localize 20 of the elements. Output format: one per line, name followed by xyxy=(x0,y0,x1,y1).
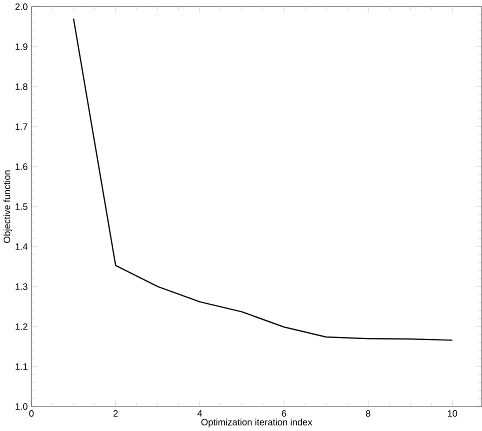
y-tick-label: 1.4 xyxy=(16,244,28,250)
x-tick-label: 4 xyxy=(197,410,202,417)
x-tick-label: 10 xyxy=(448,410,458,417)
x-tick-label: 2 xyxy=(114,410,118,417)
y-tick-label: 1.5 xyxy=(16,204,28,210)
line-series xyxy=(72,18,453,341)
x-tick-label: 8 xyxy=(366,410,370,417)
x-tick-label: 0 xyxy=(29,410,34,417)
y-tick-label: 1.0 xyxy=(16,403,28,410)
y-axis-title: Objective function xyxy=(3,170,12,244)
y-tick-label: 1.2 xyxy=(16,324,28,330)
y-tick-label: 1.8 xyxy=(16,84,28,90)
y-tick-label: 1.1 xyxy=(16,364,28,370)
y-tick-label: 1.6 xyxy=(16,164,28,170)
y-tick-label: 2.0 xyxy=(15,4,28,10)
x-tick-label: 6 xyxy=(282,410,286,417)
y-tick-label: 1.9 xyxy=(16,44,28,50)
x-axis-title: Optimization iteration index xyxy=(201,418,312,428)
y-tick-label: 1.7 xyxy=(16,124,28,130)
y-tick-label: 1.3 xyxy=(16,283,28,290)
